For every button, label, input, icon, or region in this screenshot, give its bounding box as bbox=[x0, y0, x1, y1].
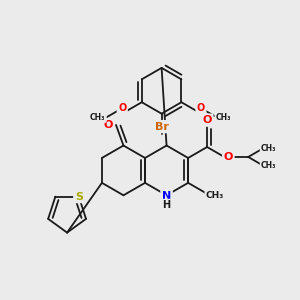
Text: N: N bbox=[162, 191, 171, 201]
Text: O: O bbox=[202, 115, 212, 125]
Text: O: O bbox=[103, 120, 113, 130]
Text: O: O bbox=[197, 103, 205, 113]
Text: O: O bbox=[118, 103, 126, 113]
Text: CH₃: CH₃ bbox=[216, 113, 231, 122]
Text: S: S bbox=[75, 192, 83, 202]
Text: Br: Br bbox=[155, 122, 169, 132]
Text: CH₃: CH₃ bbox=[206, 191, 224, 200]
Text: CH₃: CH₃ bbox=[261, 161, 277, 170]
Text: CH₃: CH₃ bbox=[261, 143, 277, 152]
Text: O: O bbox=[224, 152, 233, 162]
Text: CH₃: CH₃ bbox=[90, 113, 106, 122]
Text: H: H bbox=[163, 200, 171, 210]
